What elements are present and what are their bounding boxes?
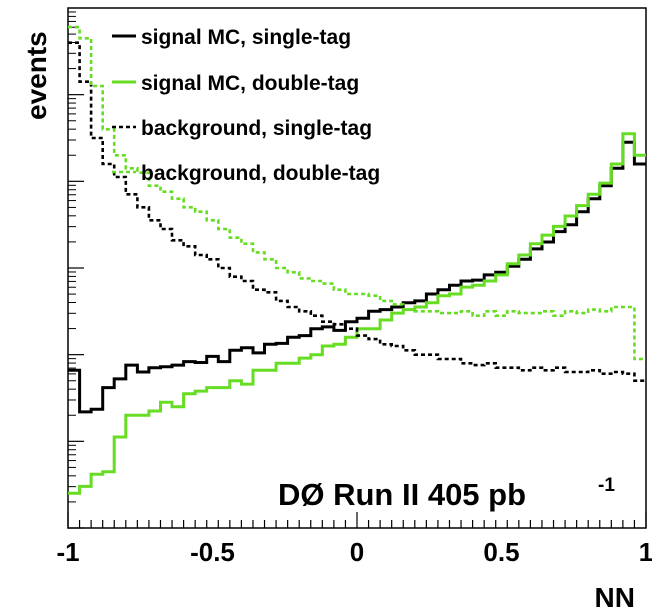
axis-ticks [67,11,647,529]
series-line-1 [68,140,646,414]
legend: signal MC, single-tag signal MC, double-t… [112,26,380,185]
x-tick-label: 0.5 [483,537,519,567]
legend-label: background, double-tag [141,162,380,185]
x-tick-label: 1 [639,537,652,567]
annotation-text: DØ Run II 405 pb [278,477,526,512]
y-axis-title: events [21,31,52,120]
legend-label: signal MC, single-tag [141,26,351,49]
annotation-superscript: -1 [598,475,615,496]
experiment-annotation: DØ Run II 405 pb -1 [278,475,615,512]
x-axis-title: NN [595,582,635,613]
x-tick-label: -0.5 [190,537,235,567]
series-layer [68,25,646,495]
x-tick-label: 0 [350,537,364,567]
series-line-2 [68,132,646,495]
series-line-4 [68,25,646,361]
x-tick-labels: -1 -0.5 0 0.5 1 [56,537,652,567]
legend-label: background, single-tag [141,117,372,140]
x-tick-label: -1 [56,537,79,567]
series-line-3 [68,41,646,382]
legend-label: signal MC, double-tag [141,72,359,95]
